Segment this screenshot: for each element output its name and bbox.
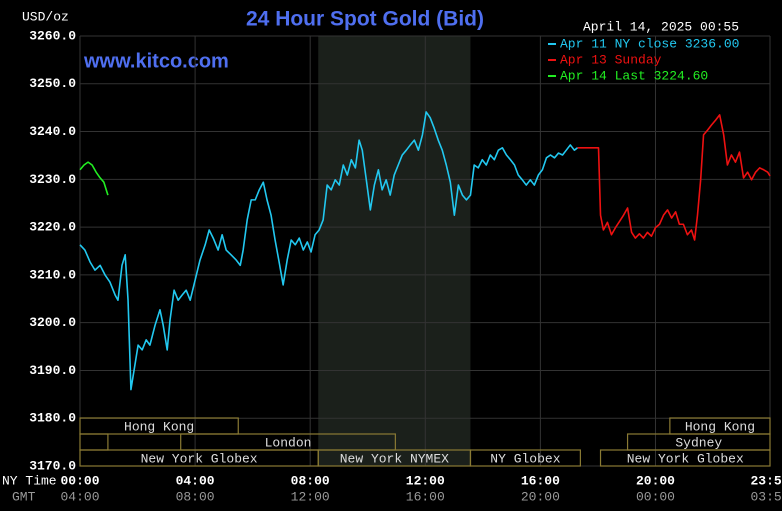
y-tick-label: 3210.0 <box>29 267 76 282</box>
ny-time-label: NY Time <box>2 473 57 488</box>
shaded-region <box>318 36 471 466</box>
gmt-tick-label: 00:00 <box>636 489 675 504</box>
price-line <box>577 114 771 241</box>
gmt-tick-label: 20:00 <box>521 489 560 504</box>
session-band <box>79 433 109 451</box>
session-label: Hong Kong <box>124 419 194 434</box>
timestamp: April 14, 2025 00:55 <box>583 19 739 34</box>
gmt-tick-label: 16:00 <box>406 489 445 504</box>
gmt-tick-label: 12:00 <box>291 489 330 504</box>
x-tick-label: 00:00 <box>60 473 99 488</box>
session-label: NY Globex <box>490 451 560 466</box>
y-tick-label: 3230.0 <box>29 172 76 187</box>
chart-title: 24 Hour Spot Gold (Bid) <box>246 8 484 31</box>
y-tick-label: 3250.0 <box>29 76 76 91</box>
session-label: London <box>265 435 312 450</box>
session-label: New York NYMEX <box>340 451 449 466</box>
x-tick-label: 16:00 <box>521 473 560 488</box>
session-label: New York Globex <box>141 451 258 466</box>
session-band <box>599 449 771 467</box>
y-tick-label: 3240.0 <box>29 124 76 139</box>
x-tick-label: 08:00 <box>291 473 330 488</box>
x-tick-label: 04:00 <box>176 473 215 488</box>
session-label: Sydney <box>675 435 722 450</box>
gmt-tick-label: 03:59 <box>750 489 782 504</box>
y-tick-label: 3180.0 <box>29 411 76 426</box>
session-label: Hong Kong <box>685 419 755 434</box>
x-tick-label: 20:00 <box>636 473 675 488</box>
unit-label: USD/oz <box>22 9 69 24</box>
website: www.kitco.com <box>83 50 229 72</box>
legend-label: Apr 14 Last 3224.60 <box>560 68 708 83</box>
session-label: New York Globex <box>627 451 744 466</box>
session-band <box>469 449 581 467</box>
legend-label: Apr 11 NY close 3236.00 <box>560 36 739 51</box>
price-line <box>79 111 578 391</box>
y-tick-label: 3220.0 <box>29 220 76 235</box>
gmt-label: GMT <box>12 489 36 504</box>
y-tick-label: 3190.0 <box>29 363 76 378</box>
x-tick-label: 12:00 <box>406 473 445 488</box>
gmt-tick-label: 04:00 <box>60 489 99 504</box>
legend-label: Apr 13 Sunday <box>560 52 662 67</box>
x-tick-label: 23:59 <box>750 473 782 488</box>
y-tick-label: 3260.0 <box>29 28 76 43</box>
y-tick-label: 3200.0 <box>29 315 76 330</box>
session-band <box>79 417 239 435</box>
price-line <box>79 161 109 196</box>
gmt-tick-label: 08:00 <box>176 489 215 504</box>
y-tick-label: 3170.0 <box>29 458 76 473</box>
